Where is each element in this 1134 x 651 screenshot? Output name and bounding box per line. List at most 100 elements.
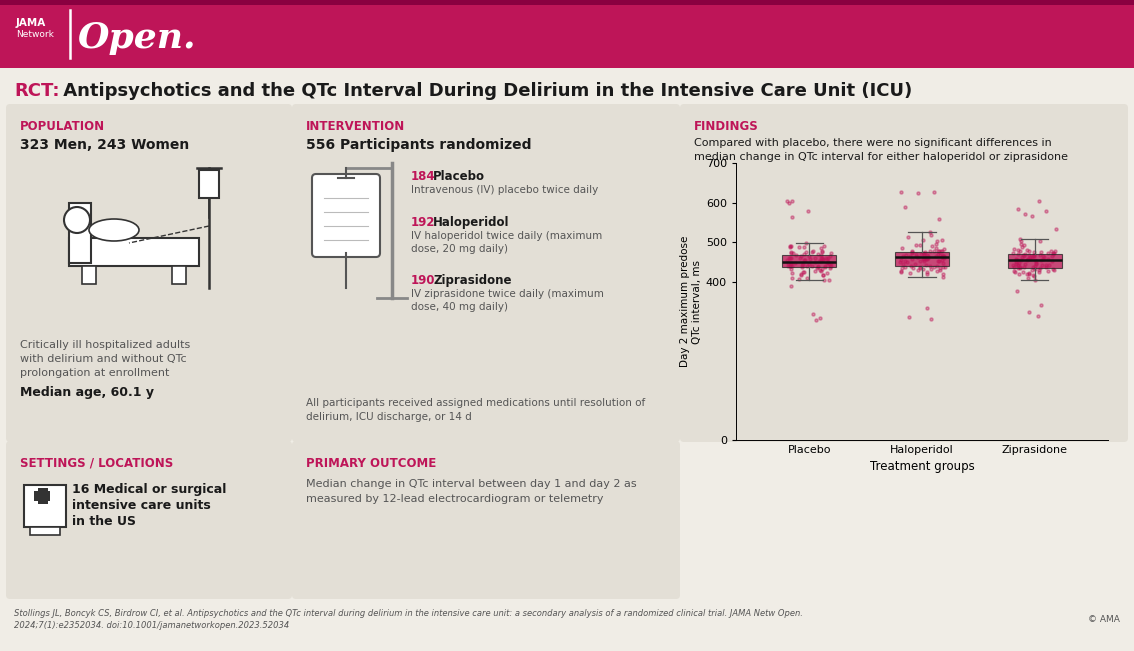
Point [933,258,951,268]
Point [795,249,813,259]
Point [811,312,829,323]
Point [806,266,824,276]
Point [921,261,939,271]
Point [1021,254,1039,264]
Point [813,264,831,274]
Bar [24,485,66,527]
Point [1012,239,1030,249]
Point [1010,245,1029,256]
Point [931,245,949,256]
Point [911,262,929,273]
Point [892,242,911,253]
Point [931,262,949,273]
Point [1005,243,1023,254]
Text: 2024;7(1):e2352034. doi:10.1001/jamanetworkopen.2023.52034: 2024;7(1):e2352034. doi:10.1001/jamanetw… [14,621,289,630]
Point [793,262,811,272]
Point [933,246,951,256]
Point [812,255,830,266]
Point [894,258,912,269]
Point [822,261,840,271]
Point [896,256,914,266]
Point [892,255,911,266]
Point [1019,253,1038,264]
Point [1025,247,1043,257]
Point [1025,251,1043,261]
Text: 323 Men, 243 Women: 323 Men, 243 Women [20,138,189,152]
Text: SETTINGS / LOCATIONS: SETTINGS / LOCATIONS [20,457,174,470]
Point [814,255,832,266]
Point [1014,249,1032,260]
Point [934,272,953,283]
Point [1009,268,1027,279]
Point [818,258,836,268]
Point [1018,273,1036,283]
Bar [69,238,198,266]
Point [936,244,954,255]
Point [1027,256,1046,266]
Text: Critically ill hospitalized adults: Critically ill hospitalized adults [20,340,191,350]
Point [900,268,919,278]
Point [1029,311,1047,321]
Point [781,253,799,263]
Text: Compared with placebo, there were no significant differences in: Compared with placebo, there were no sig… [694,138,1051,148]
Text: delirium, ICU discharge, or 14 d: delirium, ICU discharge, or 14 d [306,412,472,422]
Point [798,205,816,215]
Point [919,251,937,261]
Point [782,272,801,283]
Point [923,241,941,251]
Point [1012,234,1030,244]
Text: FINDINGS: FINDINGS [694,120,759,133]
Point [1021,252,1039,262]
Text: Placebo: Placebo [433,170,485,183]
Point [782,212,801,222]
Point [804,246,822,256]
Point [931,249,949,260]
Point [1005,262,1023,272]
Text: dose, 40 mg daily): dose, 40 mg daily) [411,302,508,312]
Point [1023,252,1041,262]
Point [898,256,916,267]
Point [934,269,953,279]
Point [1018,254,1036,264]
Point [903,246,921,256]
Text: Ziprasidone: Ziprasidone [433,274,511,287]
Point [1023,211,1041,221]
Point [795,255,813,266]
Point [792,270,810,281]
Point [931,265,949,275]
Y-axis label: Day 2 maximum predose
QTc interval, ms: Day 2 maximum predose QTc interval, ms [680,236,702,367]
FancyBboxPatch shape [6,441,291,599]
Point [911,255,929,266]
Point [891,187,909,198]
Point [928,238,946,249]
Text: All participants received assigned medications until resolution of: All participants received assigned medic… [306,398,645,408]
Point [908,188,926,199]
Point [1034,251,1052,262]
Point [821,260,839,271]
Point [907,251,925,262]
Point [1026,275,1044,285]
Point [781,241,799,251]
Point [1024,271,1042,281]
Point [796,255,814,266]
Point [821,251,839,262]
Point [912,263,930,273]
Point [790,253,809,263]
Point [795,259,813,270]
Point [781,260,799,271]
PathPatch shape [1008,253,1061,268]
Point [811,264,829,275]
Point [904,253,922,264]
Point [897,250,915,260]
Point [797,238,815,249]
Point [1015,240,1033,251]
Point [812,253,830,263]
Point [919,253,937,264]
Point [936,252,954,262]
Text: Stollings JL, Boncyk CS, Birdrow CI, et al. Antipsychotics and the QTc interval : Stollings JL, Boncyk CS, Birdrow CI, et … [14,609,803,618]
Point [1017,255,1035,265]
Point [1048,224,1066,234]
Point [1013,252,1031,262]
Point [909,265,928,275]
Point [815,260,833,271]
